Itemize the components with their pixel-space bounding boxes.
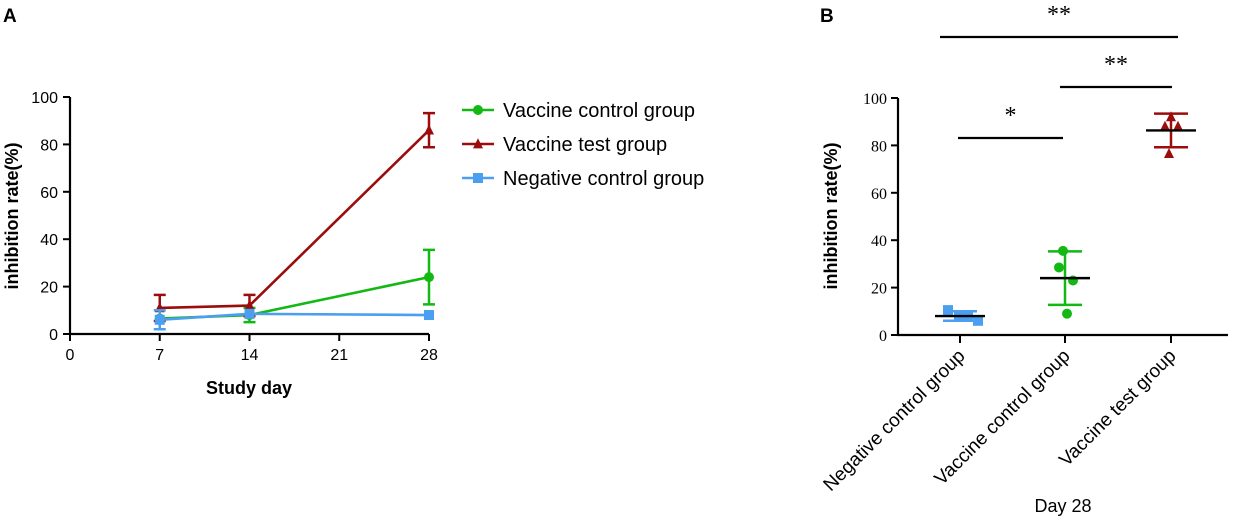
data-point <box>1164 147 1174 159</box>
panel-a-y-title: inhibition rate(%) <box>2 143 22 290</box>
data-point <box>424 124 434 135</box>
panel-a-y-tick-label: 40 <box>40 232 58 249</box>
legend-marker <box>473 138 483 149</box>
panel-b-y-tick-label: 40 <box>871 233 887 250</box>
group-vaccine-test-group <box>1146 111 1196 159</box>
panel-b-axes <box>896 98 1228 337</box>
data-point <box>1058 245 1068 256</box>
significance-bracket: * <box>958 103 1063 140</box>
series-vaccine-test-group <box>153 111 435 323</box>
panel-b-y-title: inhibition rate(%) <box>821 143 841 290</box>
panel-a-x-title: Study day <box>206 378 292 398</box>
panel-a-y-tick-label: 100 <box>31 90 58 107</box>
panel-b-y-tick-label: 60 <box>871 186 887 203</box>
data-point <box>424 272 434 283</box>
legend-marker <box>473 105 483 115</box>
panel-a-x-tick-label: 7 <box>155 347 164 364</box>
legend-label: Vaccine control group <box>503 100 695 122</box>
panel-b-y-tick-label: 20 <box>871 281 887 298</box>
series-negative-control-group <box>153 308 434 331</box>
data-point <box>1173 120 1183 131</box>
legend-item: Vaccine test group <box>462 134 667 156</box>
series-line <box>159 312 430 322</box>
data-point <box>244 299 255 310</box>
panel-a-y-tick-label: 20 <box>40 280 58 297</box>
legend-item: Vaccine control group <box>462 100 695 122</box>
data-point <box>424 310 434 321</box>
panel-a-x-tick-label: 14 <box>241 347 259 364</box>
panel-b-y-tick-label: 100 <box>863 91 887 108</box>
group-vaccine-control-group <box>1040 245 1090 319</box>
significance-bracket: ** <box>1060 52 1172 89</box>
data-point <box>1062 308 1072 319</box>
data-point <box>973 315 983 326</box>
data-point <box>943 305 953 316</box>
series-line <box>159 275 430 320</box>
panel-a-x-tick-label: 0 <box>66 347 75 364</box>
data-point <box>1166 111 1176 122</box>
data-point <box>1160 120 1170 131</box>
data-point <box>244 308 255 319</box>
legend-marker <box>473 173 483 183</box>
data-point <box>154 314 165 325</box>
legend-item: Negative control group <box>462 168 704 190</box>
significance-label: ** <box>1047 2 1071 28</box>
data-point <box>1054 262 1064 273</box>
panel-b-y-tick-label: 0 <box>879 328 887 345</box>
panel-a-y-tick-label: 60 <box>40 185 58 202</box>
group-negative-control-group <box>935 305 985 326</box>
panel-b-y-tick-label: 80 <box>871 138 887 155</box>
panel-label-a: A <box>3 6 17 27</box>
panel-label-b: B <box>820 6 834 27</box>
significance-bracket: ** <box>940 2 1178 39</box>
panel-a-x-tick-label: 28 <box>420 347 438 364</box>
panel-a-y-tick-label: 0 <box>49 327 58 344</box>
panel-a-x-tick-label: 21 <box>330 347 348 364</box>
legend-label: Vaccine test group <box>503 134 667 156</box>
significance-label: ** <box>1104 52 1128 78</box>
panel-a-y-tick-label: 80 <box>40 137 58 154</box>
panel-b-x-title: Day 28 <box>1034 496 1091 516</box>
legend-label: Negative control group <box>503 168 704 190</box>
category-label: Vaccine test group <box>1055 346 1180 471</box>
series-line <box>159 129 430 310</box>
significance-label: * <box>1005 103 1017 129</box>
